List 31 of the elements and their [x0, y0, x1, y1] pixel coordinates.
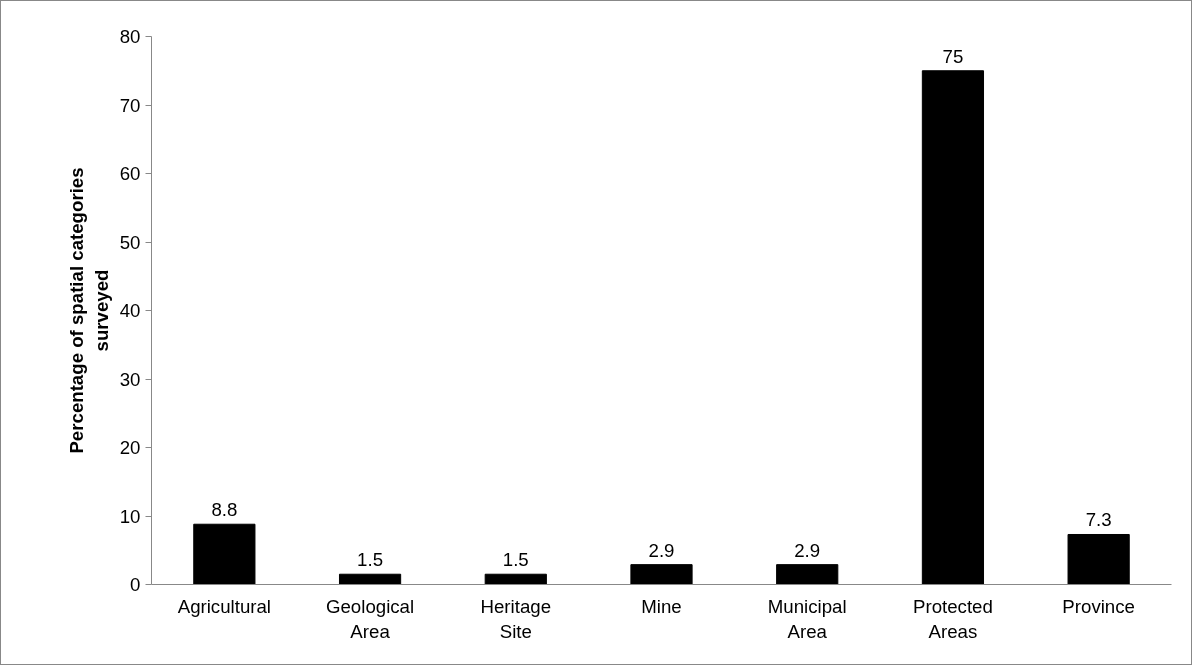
y-tick-label: 80	[119, 26, 141, 47]
x-tick-label: Protected Areas	[913, 595, 993, 642]
data-label: 1.5	[357, 549, 384, 571]
y-tick-label: 20	[119, 437, 141, 458]
y-tick-label: 60	[119, 163, 141, 184]
bar	[921, 70, 985, 585]
data-label: 75	[942, 45, 964, 67]
bar	[193, 523, 256, 585]
x-tick-label: Heritage Site	[480, 595, 552, 642]
data-label: 1.5	[502, 549, 529, 571]
data-label: 2.9	[794, 539, 821, 561]
y-tick-label: 70	[119, 94, 141, 116]
y-axis-title: Percentage of spatial categories surveyed	[65, 167, 112, 454]
x-tick-label: Municipal Area	[767, 595, 847, 642]
data-label: 8.8	[211, 499, 238, 521]
bar	[630, 564, 693, 585]
bar	[338, 573, 402, 585]
y-tick-label: 0	[130, 574, 141, 595]
data-label: 7.3	[1085, 509, 1112, 531]
y-tick-label: 10	[119, 505, 141, 527]
y-tick-label: 30	[119, 368, 141, 390]
bar	[1067, 533, 1130, 585]
bar	[484, 573, 547, 585]
data-label: 2.9	[648, 539, 675, 561]
x-tick-label: Geological Area	[326, 595, 415, 642]
x-tick-label: Mine	[641, 595, 682, 617]
y-tick-label: 50	[119, 231, 141, 253]
x-tick-label: Agricultural	[177, 595, 272, 617]
bar	[776, 564, 839, 585]
x-tick-label: Province	[1062, 595, 1135, 617]
y-tick-label: 40	[119, 300, 141, 321]
